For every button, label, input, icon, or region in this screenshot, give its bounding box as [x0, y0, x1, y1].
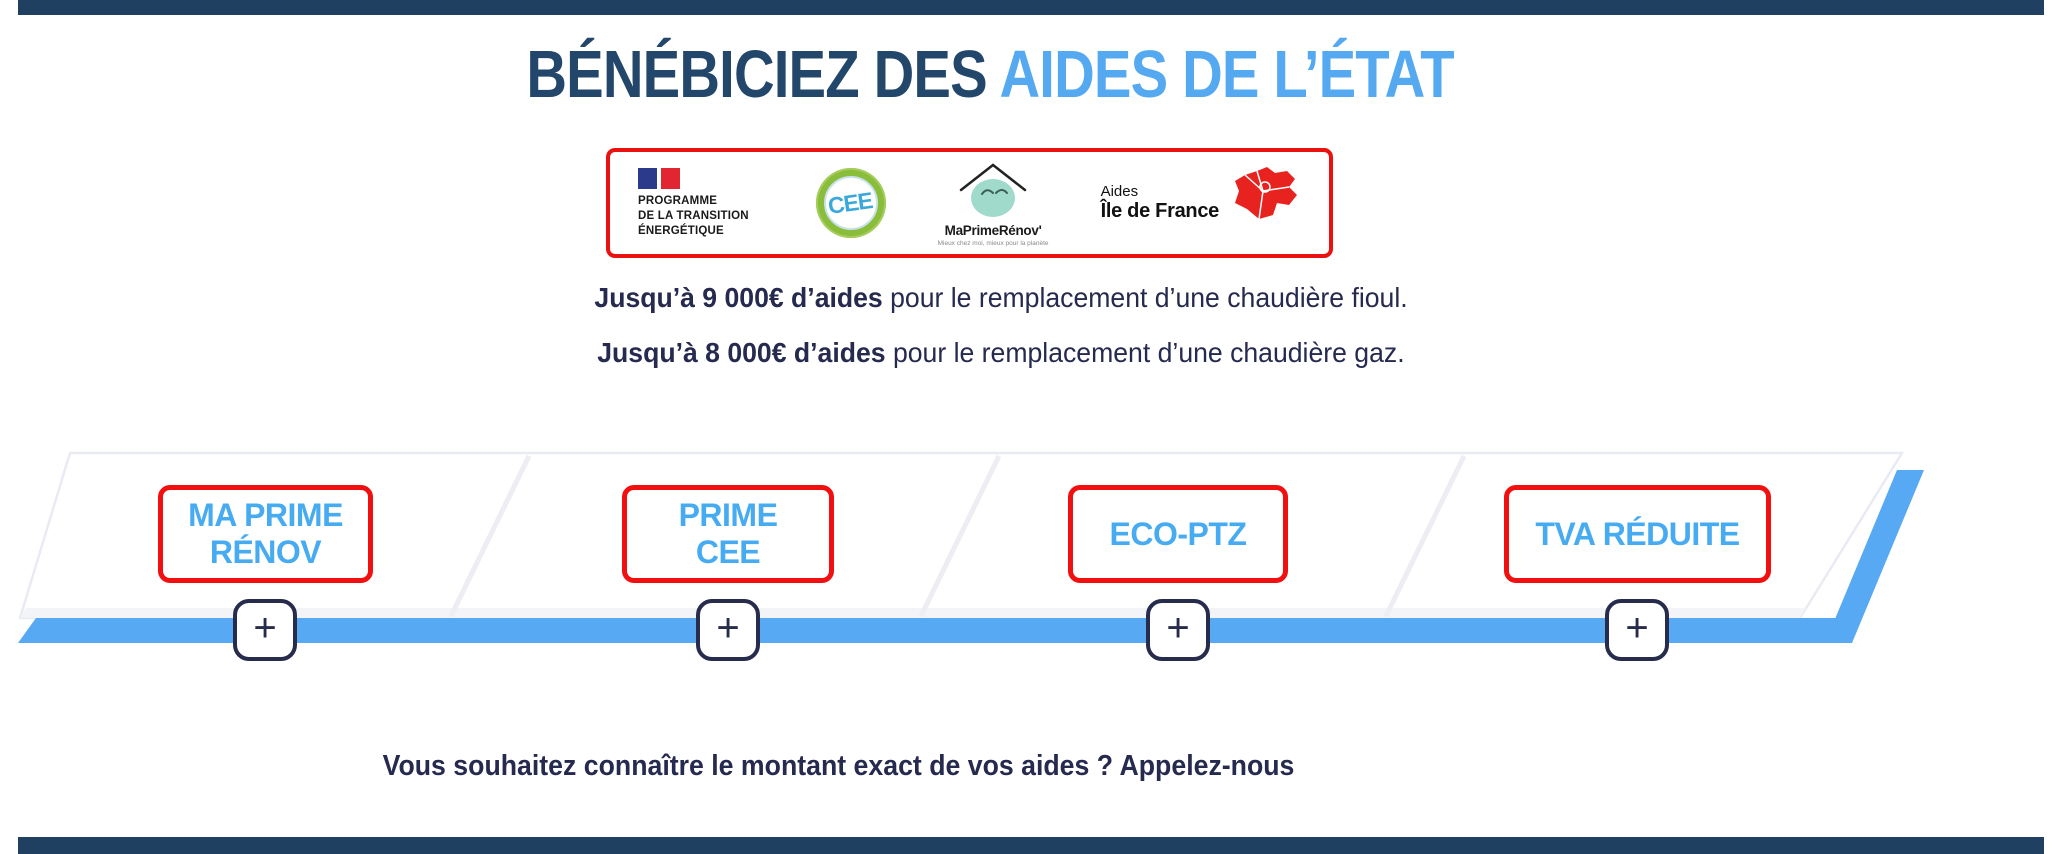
plus-icon: +: [1625, 605, 1649, 650]
cee-label: CEE: [826, 186, 875, 219]
plus-icon: +: [1166, 605, 1190, 650]
aid-box-label-line2: RÉNOV: [209, 534, 322, 570]
aid-amount-line-2-bold: Jusqu’à 8 000€ d’aides: [597, 337, 886, 368]
aid-box-prime-cee[interactable]: PRIME CEE: [622, 485, 834, 583]
maprimerenov-logo: MaPrimeRénov' Mieux chez moi, mieux pour…: [923, 160, 1063, 247]
aid-box-label-line1: ECO-PTZ: [1109, 515, 1247, 552]
timeline-end-stripe: [1825, 470, 1924, 643]
aid-amount-line-1: Jusqu’à 9 000€ d’aides pour le remplacem…: [0, 282, 2002, 314]
cta-text-content: Vous souhaitez connaître le montant exac…: [383, 750, 1295, 782]
cee-badge-inner: CEE: [823, 176, 878, 230]
programme-transition-logo: PROGRAMME DE LA TRANSITION ÉNERGÉTIQUE: [638, 167, 778, 239]
page-title-dark: BÉNÉBICIEZ DES: [526, 37, 987, 112]
segment-separator-3: [1383, 454, 1467, 618]
ribbon-bottom-shade: [20, 608, 1806, 618]
aid-amount-line-1-bold: Jusqu’à 9 000€ d’aides: [594, 282, 883, 313]
cee-badge-icon: CEE: [815, 168, 886, 238]
aid-box-label-line1: TVA RÉDUITE: [1535, 515, 1740, 552]
roof-shape: [959, 162, 1027, 191]
page-title: BÉNÉBICIEZ DES AIDES DE L’ÉTAT: [0, 38, 1980, 112]
eye-right: [995, 188, 1009, 194]
page-title-blue: AIDES DE L’ÉTAT: [999, 37, 1454, 112]
aid-amount-line-1-rest: pour le remplacement d’une chaudière fio…: [882, 282, 1408, 313]
expand-button-tva-reduite[interactable]: +: [1605, 599, 1669, 661]
segment-separator-2: [918, 454, 1002, 618]
idf-line1: Aides: [1100, 183, 1139, 200]
french-flag-icon: [638, 167, 778, 189]
maprimerenov-icon: [959, 162, 1027, 217]
aid-box-label-line2: CEE: [695, 534, 761, 570]
aid-box-eco-ptz[interactable]: ECO-PTZ: [1068, 485, 1288, 583]
timeline-blue-bar: [18, 618, 1840, 643]
eye-left: [981, 188, 995, 195]
aids-ribbon-band: [18, 451, 1924, 643]
programme-line-3: ÉNERGÉTIQUE: [638, 224, 724, 237]
ile-de-france-map-icon: [1234, 167, 1297, 220]
aid-amount-line-2: Jusqu’à 8 000€ d’aides pour le remplacem…: [0, 337, 2002, 369]
programme-line-2: DE LA TRANSITION: [638, 209, 749, 222]
aid-box-label-line1: MA PRIME: [188, 497, 343, 533]
expand-button-prime-cee[interactable]: +: [696, 599, 760, 661]
idf-paris-ring: [1259, 181, 1271, 193]
cta-text: Vous souhaitez connaître le montant exac…: [0, 750, 1678, 783]
expand-button-ma-prime-renov[interactable]: +: [233, 599, 297, 661]
idf-region-shape: [1234, 167, 1297, 219]
top-accent-bar: [18, 0, 2044, 15]
aides-ile-de-france-logo: Aides Île de France: [1100, 167, 1301, 226]
aid-box-label-line1: PRIME: [678, 497, 778, 533]
partner-logo-strip: PROGRAMME DE LA TRANSITION ÉNERGÉTIQUE C…: [606, 148, 1333, 258]
programme-line-1: PROGRAMME: [638, 194, 718, 207]
bottom-accent-bar: [18, 837, 2044, 854]
expand-button-eco-ptz[interactable]: +: [1146, 599, 1210, 661]
idf-borders: [1244, 170, 1290, 220]
idf-line2: Île de France: [1100, 200, 1220, 222]
aid-box-ma-prime-renov[interactable]: MA PRIME RÉNOV: [158, 485, 373, 583]
segment-separator-1: [448, 454, 532, 618]
blob-shape: [971, 178, 1016, 217]
maprimerenov-tagline: Mieux chez moi, mieux pour la planète: [937, 239, 1049, 247]
plus-icon: +: [253, 605, 277, 650]
flag-blue-block: [638, 167, 657, 189]
aid-box-tva-reduite[interactable]: TVA RÉDUITE: [1504, 485, 1771, 583]
aid-amount-line-2-rest: pour le remplacement d’une chaudière gaz…: [885, 337, 1405, 368]
idf-text: Aides Île de France: [1100, 183, 1220, 223]
plus-icon: +: [716, 605, 740, 650]
flag-red-block: [661, 167, 680, 189]
maprimerenov-name: MaPrimeRénov': [944, 222, 1042, 238]
